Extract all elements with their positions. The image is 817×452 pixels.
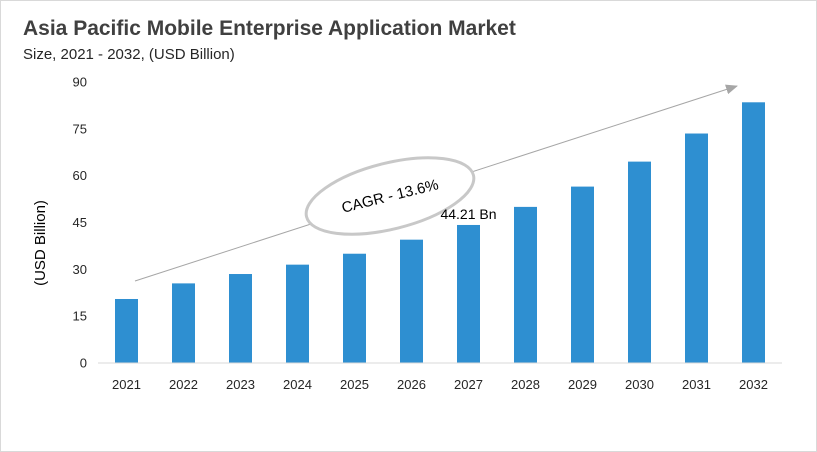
y-tick-label: 15 xyxy=(73,309,87,324)
chart-subtitle: Size, 2021 - 2032, (USD Billion) xyxy=(23,46,235,63)
chart-title: Asia Pacific Mobile Enterprise Applicati… xyxy=(23,17,516,40)
x-tick-label: 2022 xyxy=(169,377,198,392)
x-axis: 2021 2022 2023 2024 2025 2026 2027 2028 2029 2030… xyxy=(112,377,768,392)
cagr-ellipse xyxy=(304,156,476,236)
y-tick-label: 30 xyxy=(73,262,87,277)
x-tick-label: 2030 xyxy=(625,377,654,392)
x-tick-label: 2027 xyxy=(454,377,483,392)
x-tick-label: 2029 xyxy=(568,377,597,392)
y-axis: 0 15 30 45 60 75 90 xyxy=(73,75,87,371)
bar-2032 xyxy=(742,102,765,364)
bar-2027 xyxy=(457,224,480,363)
y-axis-title: (USD Billion) xyxy=(32,200,49,286)
x-tick-label: 2028 xyxy=(511,377,540,392)
x-tick-label: 2026 xyxy=(397,377,426,392)
y-tick-label: 0 xyxy=(80,356,87,371)
bar-2023 xyxy=(229,274,252,363)
x-tick-label: 2024 xyxy=(283,377,312,392)
y-tick-label: 45 xyxy=(73,215,87,230)
x-tick-label: 2031 xyxy=(682,377,711,392)
bar-2031 xyxy=(685,133,708,363)
x-tick-label: 2021 xyxy=(112,377,141,392)
bar-2028 xyxy=(514,206,537,363)
y-tick-label: 60 xyxy=(73,168,87,183)
bar-2025 xyxy=(343,253,366,363)
bar-2021 xyxy=(115,298,138,363)
bar-2030 xyxy=(628,161,651,363)
bar-2022 xyxy=(172,283,195,363)
x-tick-label: 2023 xyxy=(226,377,255,392)
bar-2024 xyxy=(286,264,309,363)
x-tick-label: 2032 xyxy=(739,377,768,392)
y-tick-label: 90 xyxy=(73,75,87,90)
y-tick-label: 75 xyxy=(73,121,87,136)
bar-2026 xyxy=(400,239,423,363)
bars-group xyxy=(115,102,765,364)
x-tick-label: 2025 xyxy=(340,377,369,392)
data-label-2027: 44.21 Bn xyxy=(440,206,496,222)
bar-2029 xyxy=(571,186,594,363)
